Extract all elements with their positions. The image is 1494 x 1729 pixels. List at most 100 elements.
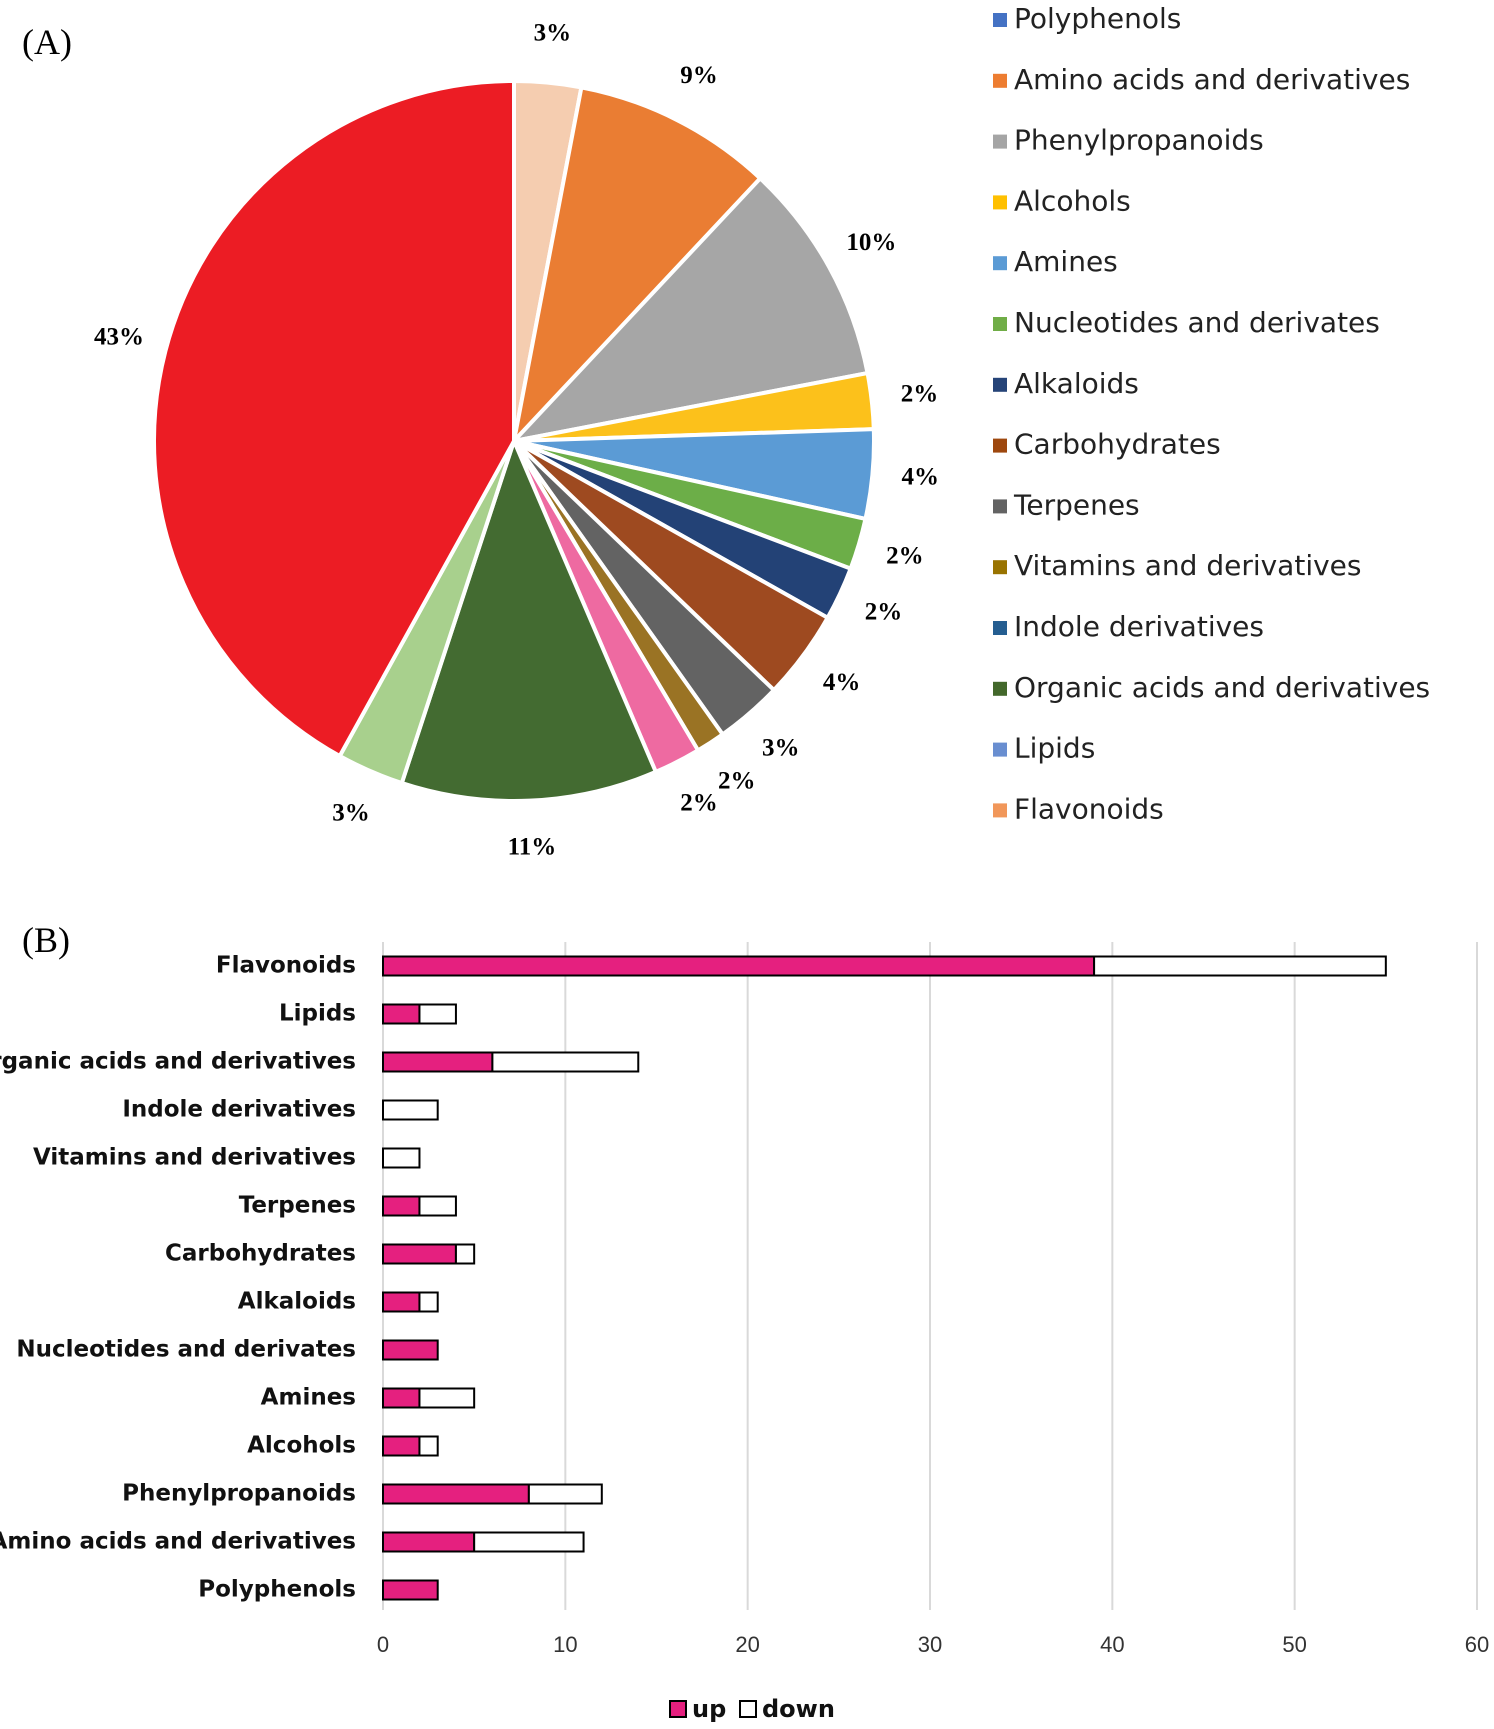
bar-down-carbohydrates [454, 1243, 476, 1265]
bar-up-polyphenols [382, 1579, 439, 1601]
legend-label-vitamins-and-derivatives: Vitamins and derivatives [1014, 549, 1361, 582]
bar-up-organic-acids-and-derivatives [382, 1051, 494, 1073]
pie-slice-label: 9% [680, 62, 718, 89]
legend-swatch-amino-acids-and-derivatives [993, 73, 1007, 88]
bar-legend-swatch-up [669, 1700, 687, 1718]
legend-label-lipids: Lipids [1014, 732, 1095, 765]
pie-slice-label: 43% [94, 324, 144, 351]
bar-up-amines [382, 1387, 421, 1409]
x-tick-label: 40 [1100, 1632, 1124, 1657]
category-label-flavonoids: Flavonoids [216, 953, 356, 979]
legend-swatch-lipids [993, 742, 1007, 757]
pie-slice-label: 4% [823, 669, 861, 696]
legend-swatch-terpenes [993, 499, 1007, 514]
bar-up-terpenes [382, 1195, 421, 1217]
category-label-polyphenols: Polyphenols [198, 1577, 356, 1603]
legend-label-terpenes: Terpenes [1013, 488, 1140, 521]
legend-label-amino-acids-and-derivatives: Amino acids and derivatives [1014, 63, 1410, 96]
bar-up-phenylpropanoids [382, 1483, 530, 1505]
category-label-indole-derivatives: Indole derivatives [122, 1097, 356, 1123]
legend-swatch-polyphenols [993, 13, 1007, 27]
category-label-phenylpropanoids: Phenylpropanoids [122, 1481, 356, 1507]
pie-chart: 3%9%10%2%4%2%2%4%3%2%2%11%3%43% [94, 20, 939, 861]
pie-slice-flavonoids [152, 78, 516, 759]
panel-a-label: (A) [22, 22, 72, 62]
pie-slice-organic-acids-and-derivatives [399, 435, 659, 803]
legend-label-alkaloids: Alkaloids [1014, 367, 1139, 400]
bar-down-indole-derivatives [382, 1099, 439, 1121]
category-label-alkaloids: Alkaloids [238, 1289, 356, 1315]
pie-slice-label: 2% [901, 380, 939, 407]
pie-slice-amino-acids-and-derivatives [510, 85, 764, 448]
category-label-amino-acids-and-derivatives: Amino acids and derivatives [0, 1529, 356, 1555]
bar-down-flavonoids [1093, 955, 1387, 977]
category-label-terpenes: Terpenes [239, 1193, 356, 1219]
pie-slice-label: 4% [902, 463, 940, 490]
legend-label-amines: Amines [1014, 245, 1118, 278]
x-tick-label: 0 [377, 1632, 389, 1657]
category-label-organic-acids-and-derivatives: Organic acids and derivatives [0, 1049, 356, 1075]
legend-swatch-organic-acids-and-derivatives [993, 681, 1007, 696]
bar-down-alcohols [418, 1435, 439, 1457]
pie-slice-label: 3% [534, 20, 572, 47]
legend-label-carbohydrates: Carbohydrates [1014, 428, 1221, 461]
legend-swatch-amines [993, 256, 1007, 271]
x-tick-label: 60 [1465, 1632, 1489, 1657]
bar-legend-swatch-down [739, 1700, 757, 1718]
bar-down-vitamins-and-derivatives [382, 1147, 421, 1169]
bar-chart: 0 10 20 30 40 50 60 Flavonoids Lipids Organic aci… [0, 942, 1489, 1657]
legend-swatch-carbohydrates [993, 438, 1007, 453]
bar-down-phenylpropanoids [527, 1483, 603, 1505]
legend-swatch-flavonoids [993, 803, 1007, 818]
bar-up-carbohydrates [382, 1243, 457, 1265]
pie-slice-label: 2% [718, 768, 756, 795]
pie-slice-label: 3% [332, 800, 370, 827]
legend-label-polyphenols: Polyphenols [1014, 2, 1181, 35]
legend-swatch-alcohols [993, 195, 1007, 210]
x-tick-label: 30 [918, 1632, 942, 1657]
legend-swatch-indole-derivatives [993, 621, 1007, 635]
bar-up-alcohols [382, 1435, 421, 1457]
x-tick-label: 20 [735, 1632, 759, 1657]
legend-label-organic-acids-and-derivatives: Organic acids and derivatives [1014, 671, 1430, 704]
legend-label-phenylpropanoids: Phenylpropanoids [1014, 124, 1264, 157]
pie-slice-label: 2% [680, 789, 718, 816]
bar-legend-label-up: up [692, 1695, 726, 1723]
bar-down-lipids [418, 1003, 457, 1025]
category-label-nucleotides-and-derivates: Nucleotides and derivates [16, 1337, 356, 1363]
category-label-alcohols: Alcohols [247, 1433, 356, 1459]
legend-swatch-nucleotides-and-derivates [993, 317, 1007, 331]
bar-up-flavonoids [382, 955, 1096, 977]
pie-slice-label: 3% [762, 734, 800, 761]
pie-slice-label: 11% [508, 833, 557, 860]
bar-down-terpenes [418, 1195, 457, 1217]
bar-down-amines [418, 1387, 476, 1409]
category-label-lipids: Lipids [279, 1001, 356, 1027]
bar-down-alkaloids [418, 1291, 439, 1313]
legend-swatch-phenylpropanoids [993, 134, 1007, 149]
category-label-carbohydrates: Carbohydrates [165, 1241, 356, 1267]
category-label-vitamins-and-derivatives: Vitamins and derivatives [33, 1145, 356, 1171]
legend-label-flavonoids: Flavonoids [1014, 792, 1164, 825]
legend-swatch-alkaloids [993, 377, 1007, 392]
bar-up-amino-acids-and-derivatives [382, 1531, 476, 1553]
legend-label-nucleotides-and-derivates: Nucleotides and derivates [1014, 306, 1380, 339]
legend-label-alcohols: Alcohols [1014, 184, 1131, 217]
bar-legend-label-down: down [762, 1695, 835, 1723]
bar-up-nucleotides-and-derivates [382, 1339, 439, 1361]
bar-down-amino-acids-and-derivatives [473, 1531, 585, 1553]
bar-up-alkaloids [382, 1291, 421, 1313]
panel-b-label: (B) [22, 920, 70, 960]
pie-slice-label: 10% [846, 229, 896, 256]
bar-up-lipids [382, 1003, 421, 1025]
legend-swatch-vitamins-and-derivatives [993, 560, 1007, 575]
x-tick-label: 50 [1282, 1632, 1306, 1657]
pie-slice-label: 2% [865, 599, 903, 626]
pie-slice-label: 2% [886, 543, 924, 570]
x-tick-label: 10 [553, 1632, 577, 1657]
pie-slice-phenylpropanoids [508, 175, 870, 445]
legend-label-indole-derivatives: Indole derivatives [1014, 610, 1264, 643]
bar-legend: up down [669, 1695, 835, 1723]
bar-down-organic-acids-and-derivatives [491, 1051, 640, 1073]
